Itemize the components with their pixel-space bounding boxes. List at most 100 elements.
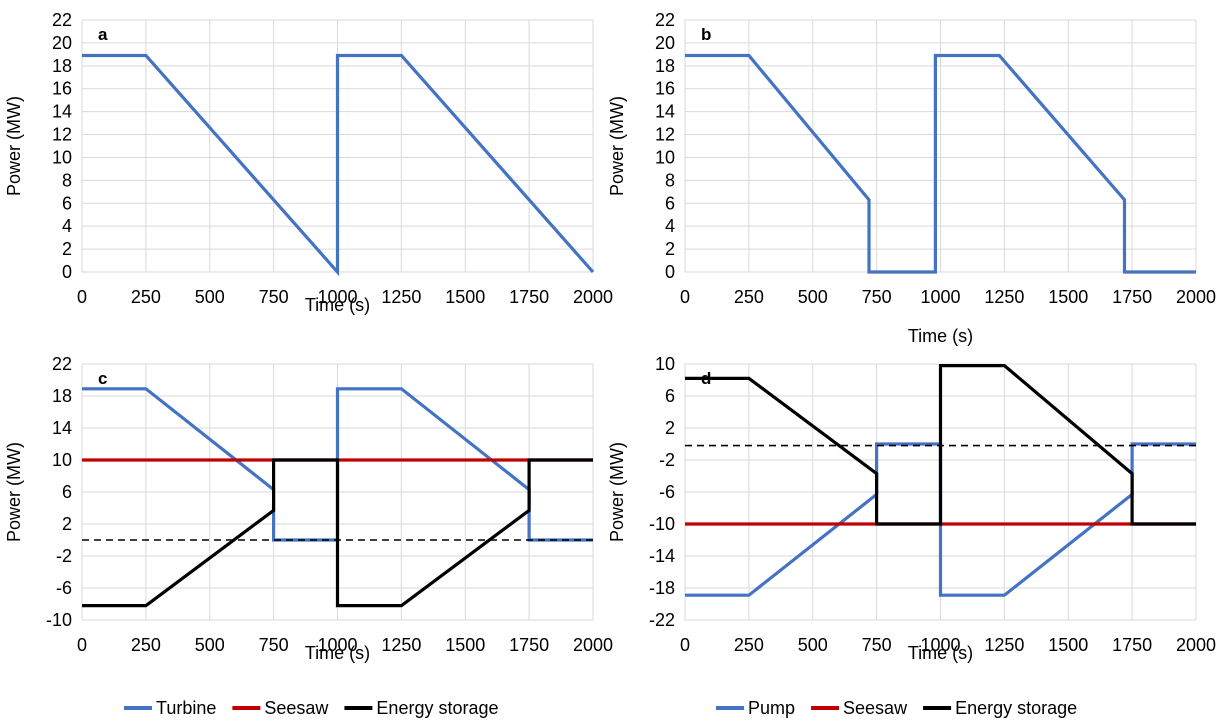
y-tick-label: 18 xyxy=(655,56,675,76)
y-tick-label: 20 xyxy=(655,33,675,53)
x-tick-label: 0 xyxy=(680,287,690,307)
y-tick-label: 14 xyxy=(52,102,72,122)
panel-letter: b xyxy=(701,25,711,44)
x-tick-label: 500 xyxy=(195,635,225,655)
y-tick-label: 12 xyxy=(655,125,675,145)
x-tick-label: 1000 xyxy=(920,287,960,307)
x-axis-title: Time (s) xyxy=(908,643,973,663)
y-tick-label: 4 xyxy=(665,216,675,236)
y-tick-label: 18 xyxy=(52,386,72,406)
y-tick-label: 2 xyxy=(62,514,72,534)
y-tick-label: 2 xyxy=(665,418,675,438)
y-tick-label: 22 xyxy=(52,10,72,30)
energy-storage-series-line xyxy=(82,458,593,608)
y-tick-label: -14 xyxy=(649,546,675,566)
x-tick-label: 250 xyxy=(131,635,161,655)
y-tick-label: 10 xyxy=(52,147,72,167)
x-tick-label: 1250 xyxy=(381,635,421,655)
y-tick-label: 14 xyxy=(52,418,72,438)
y-tick-label: -2 xyxy=(659,450,675,470)
x-tick-label: 2000 xyxy=(1176,635,1216,655)
y-tick-label: 10 xyxy=(655,354,675,374)
y-tick-label: 6 xyxy=(62,482,72,502)
x-tick-label: 0 xyxy=(77,287,87,307)
x-tick-label: 1000 xyxy=(920,635,960,655)
y-tick-label: -6 xyxy=(659,482,675,502)
x-tick-label: 750 xyxy=(259,287,289,307)
y-tick-label: 22 xyxy=(655,10,675,30)
y-tick-label: -10 xyxy=(46,610,72,630)
y-tick-label: 0 xyxy=(62,262,72,282)
y-tick-label: 4 xyxy=(62,216,72,236)
y-tick-label: 12 xyxy=(52,125,72,145)
y-tick-label: 10 xyxy=(52,450,72,470)
y-tick-label: 8 xyxy=(665,170,675,190)
x-tick-label: 2000 xyxy=(573,635,613,655)
x-tick-label: 1500 xyxy=(1048,287,1088,307)
x-tick-label: 1750 xyxy=(1112,635,1152,655)
panel-letter: d xyxy=(701,369,711,388)
energy-storage-series-line xyxy=(685,364,1196,526)
x-tick-label: 0 xyxy=(680,635,690,655)
x-tick-label: 0 xyxy=(77,635,87,655)
legend-label: Seesaw xyxy=(843,698,908,718)
legend-label: Energy storage xyxy=(376,698,498,718)
legend-right: Pump Seesaw Energy storage xyxy=(716,698,1077,718)
x-tick-label: 250 xyxy=(734,287,764,307)
y-tick-label: -2 xyxy=(56,546,72,566)
y-tick-label: 16 xyxy=(52,79,72,99)
y-tick-label: 22 xyxy=(52,354,72,374)
y-tick-label: -22 xyxy=(649,610,675,630)
y-tick-label: 20 xyxy=(52,33,72,53)
y-tick-label: 16 xyxy=(655,79,675,99)
x-tick-label: 1500 xyxy=(1048,635,1088,655)
x-axis-title: Time (s) xyxy=(305,643,370,663)
x-tick-label: 750 xyxy=(259,635,289,655)
x-axis-title: Time (s) xyxy=(908,326,973,346)
legend-label: Turbine xyxy=(156,698,216,718)
x-tick-label: 750 xyxy=(862,287,892,307)
x-tick-label: 1000 xyxy=(317,287,357,307)
y-tick-label: 0 xyxy=(665,262,675,282)
y-tick-label: -6 xyxy=(56,578,72,598)
x-tick-label: 2000 xyxy=(573,287,613,307)
chart-panel-c: -10 -6 -2 2 6 10 14 18 22 0 250 500 750 1000 1250 1500 1… xyxy=(4,354,613,663)
x-axis-title: Time (s) xyxy=(305,295,370,315)
zero-reference-series-line xyxy=(82,53,595,277)
legend-label: Energy storage xyxy=(955,698,1077,718)
legend-label: Pump xyxy=(748,698,795,718)
x-tick-label: 1500 xyxy=(445,635,485,655)
y-tick-label: 8 xyxy=(62,170,72,190)
x-tick-label: 750 xyxy=(862,635,892,655)
y-axis-title: Power (MW) xyxy=(607,442,627,542)
y-axis-title: Power (MW) xyxy=(4,442,24,542)
y-axis-title: Power (MW) xyxy=(4,96,24,196)
y-tick-label: 14 xyxy=(655,102,675,122)
x-tick-label: 1250 xyxy=(984,287,1024,307)
y-axis-title: Power (MW) xyxy=(607,96,627,196)
x-tick-label: 1750 xyxy=(1112,287,1152,307)
y-tick-label: 18 xyxy=(52,56,72,76)
panel-letter: a xyxy=(98,25,108,44)
y-tick-label: 6 xyxy=(665,193,675,213)
legend-label: Seesaw xyxy=(264,698,329,718)
panel-letter: c xyxy=(98,369,107,388)
x-tick-label: 1500 xyxy=(445,287,485,307)
legend-left: Turbine Seesaw Energy storage xyxy=(124,698,499,718)
x-tick-label: 1000 xyxy=(317,635,357,655)
x-tick-label: 500 xyxy=(195,287,225,307)
x-tick-label: 250 xyxy=(131,287,161,307)
zero-reference-series-line xyxy=(685,53,1196,274)
y-tick-label: 2 xyxy=(665,239,675,259)
y-tick-label: -18 xyxy=(649,578,675,598)
y-tick-label: 2 xyxy=(62,239,72,259)
y-tick-label: 10 xyxy=(655,147,675,167)
x-tick-label: 1750 xyxy=(509,635,549,655)
y-tick-label: -10 xyxy=(649,514,675,534)
y-tick-label: 6 xyxy=(62,193,72,213)
x-tick-label: 1250 xyxy=(984,635,1024,655)
x-tick-label: 500 xyxy=(798,287,828,307)
